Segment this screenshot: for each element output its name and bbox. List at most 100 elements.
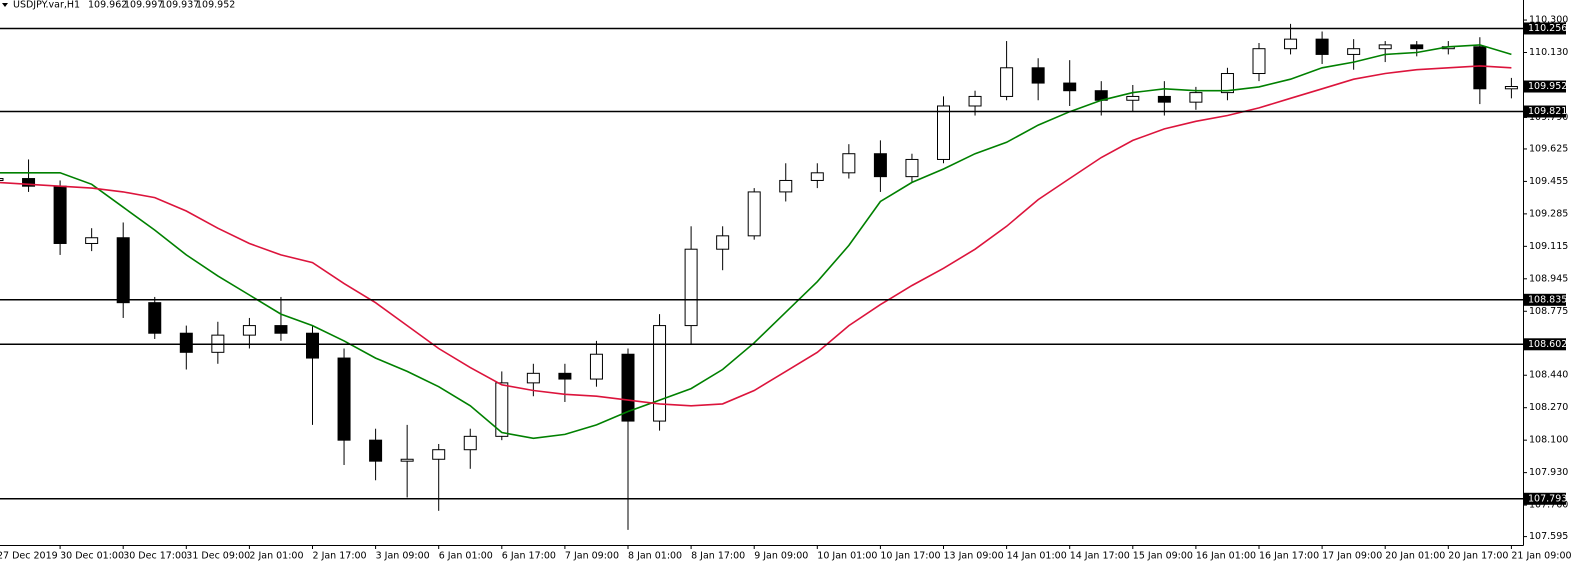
candle-body (1157, 95, 1171, 103)
x-tick-label: 10 Jan 01:00 (817, 551, 877, 562)
candle-body (526, 372, 540, 384)
x-tick-label: 15 Jan 09:00 (1133, 551, 1193, 562)
candle-body (747, 191, 761, 237)
x-tick-label: 17 Jan 09:00 (1322, 551, 1382, 562)
x-tick-label: 3 Jan 09:00 (376, 551, 430, 562)
x-tick-label: 21 Jan 09:00 (1511, 551, 1571, 562)
x-tick-label: 2 Jan 01:00 (249, 551, 303, 562)
candle-body (1189, 92, 1203, 103)
candle-body (1378, 44, 1392, 50)
y-tick-label: 110.300 (1529, 15, 1568, 26)
candle-body (1126, 95, 1140, 101)
y-tick-label: 107.930 (1529, 467, 1568, 478)
candle-body (558, 372, 572, 380)
level-label: 108.835 (1528, 294, 1567, 305)
candle-body (968, 95, 982, 107)
x-tick-label: 30 Dec 17:00 (123, 551, 187, 562)
candle-body (495, 382, 509, 437)
candle-body (1284, 38, 1298, 50)
level-box (1524, 22, 1566, 35)
y-tick-label: 107.595 (1529, 531, 1568, 542)
candle-body (1504, 86, 1518, 90)
y-tick-label: 110.130 (1529, 47, 1568, 58)
x-tick-label: 16 Jan 01:00 (1196, 551, 1256, 562)
x-tick-label: 6 Jan 01:00 (439, 551, 493, 562)
candle-body (337, 357, 351, 441)
level-label: 108.602 (1528, 339, 1567, 350)
header-value: 109.997 (124, 0, 163, 11)
candle-body (1220, 73, 1234, 94)
candle-body (1410, 44, 1424, 50)
candle-body (905, 158, 919, 178)
price-box (1524, 80, 1566, 93)
level-label: 110.256 (1528, 23, 1567, 34)
candle-body (589, 353, 603, 380)
candle-body (937, 105, 950, 160)
level-label: 107.793 (1528, 493, 1567, 504)
y-tick-label: 108.775 (1529, 306, 1568, 317)
x-tick-label: 7 Jan 09:00 (565, 551, 619, 562)
level-label: 109.821 (1528, 106, 1567, 117)
candle-body (1347, 48, 1361, 55)
candle-body (621, 353, 635, 422)
x-tick-label: 31 Dec 09:00 (186, 551, 250, 562)
x-tick-label: 2 Jan 17:00 (313, 551, 367, 562)
y-tick-label: 107.760 (1529, 500, 1568, 511)
x-tick-label: 10 Jan 17:00 (880, 551, 940, 562)
candle-body (1000, 67, 1014, 97)
x-tick-label: 20 Jan 01:00 (1385, 551, 1445, 562)
symbol-title: USDJPY.var,H1 (13, 0, 80, 11)
candle-body (148, 302, 162, 334)
candle-body (116, 237, 130, 304)
candle-body (85, 237, 99, 244)
level-box (1524, 492, 1566, 505)
candle-body (716, 235, 730, 250)
moving-average-line (0, 44, 1512, 440)
header: USDJPY.var,H1 109.962109.997109.937109.9… (13, 0, 235, 11)
candle-body (1031, 67, 1045, 84)
candle-body (179, 332, 193, 353)
candle-body (1063, 82, 1077, 92)
y-tick-label: 108.100 (1529, 435, 1568, 446)
y-tick-label: 109.285 (1529, 208, 1568, 219)
candle-body (0, 178, 4, 181)
plot-area (0, 23, 1518, 530)
candle-body (653, 325, 667, 422)
level-box (1524, 338, 1566, 351)
x-tick-label: 13 Jan 09:00 (944, 551, 1004, 562)
candle-body (22, 178, 36, 187)
header-value: 109.937 (160, 0, 199, 11)
candle-body (779, 179, 793, 193)
candle-body (463, 435, 477, 451)
candle-body (1473, 46, 1487, 90)
x-tick-label: 27 Dec 2019 (0, 551, 58, 562)
x-tick-label: 14 Jan 01:00 (1007, 551, 1067, 562)
y-tick-label: 109.455 (1529, 176, 1568, 187)
candle-body (1315, 38, 1329, 55)
candle-body (53, 185, 67, 244)
candle-body (400, 458, 414, 462)
x-tick-label: 14 Jan 17:00 (1070, 551, 1130, 562)
candle-body (306, 332, 319, 359)
level-box (1524, 293, 1566, 306)
candle-body (873, 153, 887, 178)
candle-body (432, 449, 446, 460)
y-tick-label: 108.945 (1529, 273, 1568, 284)
y-tick-label: 109.115 (1529, 241, 1568, 252)
header-value: 109.952 (196, 0, 235, 11)
x-tick-label: 30 Dec 01:00 (60, 551, 124, 562)
candle-body (1252, 48, 1266, 75)
candle-body (242, 325, 256, 336)
x-tick-label: 16 Jan 17:00 (1259, 551, 1319, 562)
x-tick-label: 6 Jan 17:00 (502, 551, 556, 562)
candle-body (369, 439, 383, 462)
candle-body (684, 248, 698, 327)
header-value: 109.962 (88, 0, 127, 11)
price-label: 109.952 (1528, 81, 1567, 92)
candle-body (274, 325, 288, 334)
menu-arrow[interactable] (2, 3, 8, 7)
level-box (1524, 105, 1566, 118)
moving-average-line (0, 65, 1512, 407)
